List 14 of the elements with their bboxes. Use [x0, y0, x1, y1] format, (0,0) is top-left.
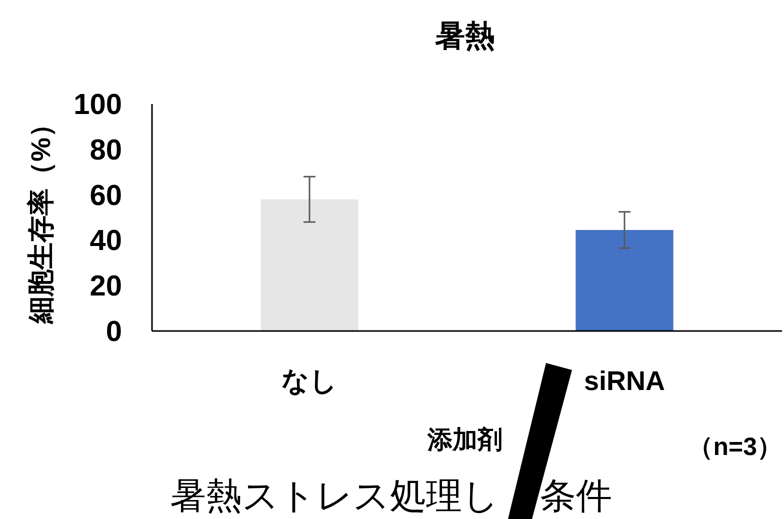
y-tick-label: 40: [90, 225, 122, 258]
y-axis-title: 細胞生存率（%）: [26, 110, 56, 325]
x-axis-title: 添加剤: [426, 426, 502, 454]
y-tick-label: 60: [90, 180, 122, 212]
text: 暑熱ストレス処理し: [170, 475, 499, 516]
y-tick-label: 100: [74, 89, 122, 121]
y-tick-label: 0: [106, 316, 122, 348]
text: 条件: [540, 475, 612, 516]
y-tick-label: 80: [90, 134, 122, 166]
chart-title: 暑熱: [434, 20, 495, 53]
text: （n=3）: [688, 433, 782, 461]
x-tick-label: siRNA: [584, 366, 666, 396]
x-tick-label: なし: [282, 366, 338, 396]
y-tick-label: 20: [90, 270, 122, 303]
